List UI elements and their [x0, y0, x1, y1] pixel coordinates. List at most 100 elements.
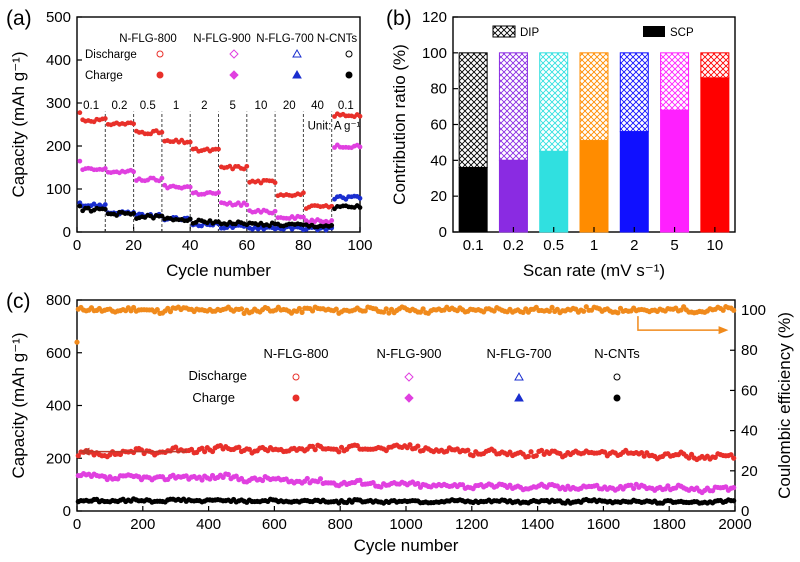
panel-a-xtick-label: 80 — [295, 237, 312, 254]
panel-b-xtick-label: 1 — [590, 237, 598, 254]
panel-c-data-point-n-flg-800 — [407, 442, 413, 448]
panel-c-data-point-n-flg-800 — [465, 447, 471, 453]
panel-b-legend-scp: SCP — [670, 27, 694, 39]
panel-a-legend-charge: Charge — [85, 70, 123, 82]
panel-a-xtick-label: 40 — [182, 237, 199, 254]
panel-a-data-point-n-flg-900 — [272, 208, 278, 214]
panel-c-data-point-n-flg-900 — [225, 471, 231, 478]
panel-a-legend-marker-discharge — [345, 50, 353, 58]
panel-b-xtick-label: 2 — [630, 237, 638, 254]
panel-b-xtick-label: 0.5 — [543, 237, 564, 254]
panel-c-data-point-n-flg-800 — [712, 454, 718, 460]
panel-a-data-point-n-cnts — [85, 205, 91, 211]
panel-c-xtick-label: 0 — [73, 516, 81, 533]
panel-c-data-point-coulombic-efficiency — [720, 307, 726, 313]
panel-a-rate-label: 0.2 — [111, 100, 127, 112]
panel-a-data-point-n-flg-800 — [77, 110, 83, 116]
panel-b-ytick-label: 0 — [439, 224, 447, 241]
panel-a-data-point-n-cnts — [159, 213, 165, 219]
panel-c-y2tick-label: 80 — [741, 342, 758, 359]
panel-a-legend-marker-charge — [229, 70, 239, 80]
panel-a-data-point-n-flg-900 — [102, 166, 108, 171]
panel-c-legend-marker — [514, 392, 524, 402]
panel-c-data-point-n-flg-900 — [710, 488, 716, 494]
panel-a-xtick-label: 0 — [73, 237, 81, 254]
panel-c-data-point-coulombic-efficiency — [362, 308, 368, 314]
panel-b-bar-scp — [539, 150, 569, 233]
panel-a-data-point-n-flg-700 — [77, 200, 83, 206]
panel-c-xtick-label: 200 — [130, 516, 155, 533]
panel-b-bar-scp — [498, 159, 528, 233]
panel-c-y2tick-label: 100 — [741, 302, 766, 319]
panel-b-bar-scp — [458, 167, 488, 233]
panel-c-y2tick-label: 0 — [741, 503, 749, 520]
panel-a-data-point-n-flg-700 — [102, 202, 108, 207]
panel-a-rate-label: 0.1 — [83, 100, 99, 112]
panel-c-data-point-n-flg-800 — [533, 453, 539, 459]
panel-a-legend-discharge: Discharge — [85, 49, 137, 61]
panel-a-data-point-n-flg-800 — [131, 121, 137, 127]
panel-a-legend-name: N-FLG-700 — [256, 33, 314, 45]
panel-a-rate-label: 2 — [201, 100, 207, 112]
panel-a-rate-label: 10 — [255, 100, 268, 112]
panel-c-xtick-label: 2000 — [718, 516, 751, 533]
panel-a-rate-label: 1 — [173, 100, 179, 112]
panel-a-data-point-n-cnts — [114, 213, 120, 218]
panel-c-ylabel: Capacity (mAh g⁻¹) — [9, 333, 28, 479]
panel-a-xtick-label: 20 — [125, 237, 142, 254]
panel-c-y2label: Coulombic efficiency (%) — [775, 312, 794, 499]
panel-c-data-point-coulombic-efficiency — [546, 308, 553, 314]
panel-c-xtick-label: 1000 — [389, 516, 422, 533]
panel-a-legend-name: N-CNTs — [317, 33, 357, 45]
panel-c-data-point-coulombic-efficiency — [731, 307, 737, 313]
panel-c-data-point-n-flg-900 — [199, 477, 205, 483]
panel-c-data-point-n-flg-800 — [602, 449, 608, 455]
panel-b-bar-scp — [660, 109, 690, 233]
panel-c-ytick-label: 400 — [46, 398, 71, 415]
panel-c-legend-name: N-CNTs — [594, 346, 640, 361]
panel-b-bar-dip — [579, 52, 609, 142]
panel-c-legend-marker — [404, 372, 414, 382]
panel-a-legend-name: N-FLG-800 — [119, 33, 177, 45]
panel-b-bar-dip — [700, 52, 730, 79]
panel-c-y2tick-label: 20 — [741, 463, 758, 480]
panel-c-data-point-n-flg-800 — [638, 450, 645, 456]
panel-c-arrow-left-head — [79, 447, 90, 456]
panel-a-xtick-label: 100 — [347, 237, 372, 254]
panel-a-data-point-n-flg-700 — [357, 195, 363, 201]
panel-c-legend-marker — [292, 394, 300, 402]
panel-a-data-point-n-cnts — [357, 205, 363, 210]
panel-a-data-point-n-cnts — [102, 206, 108, 212]
panel-b-ytick-label: 60 — [430, 117, 447, 134]
panel-b-bar-dip — [619, 52, 649, 133]
panel-b-label: (b) — [386, 7, 412, 30]
panel-a-data-point-n-flg-800 — [272, 180, 278, 186]
panel-c-y2tick-label: 60 — [741, 382, 758, 399]
panel-c-data-point-n-flg-800 — [525, 453, 531, 459]
panel-a-legend-marker-discharge — [229, 49, 239, 59]
panel-c-data-point-coulombic-efficiency — [549, 304, 555, 310]
panel-c-data-point-n-flg-800 — [209, 448, 216, 455]
panel-a-data-point-n-flg-900 — [131, 169, 137, 175]
panel-b-ytick-label: 20 — [430, 188, 447, 205]
panel-a-ytick-label: 300 — [46, 95, 71, 112]
panel-c-data-point-n-flg-800 — [336, 449, 342, 455]
panel-b-bar-dip — [660, 52, 690, 111]
panel-c-data-point-n-flg-800 — [173, 444, 179, 450]
panel-c-data-point-n-flg-900 — [665, 483, 671, 489]
panel-c-data-point-n-flg-900 — [317, 476, 324, 482]
panel-c-data-point-coulombic-efficiency — [386, 310, 392, 316]
panel-c-ytick-label: 0 — [63, 503, 71, 520]
panel-a-rate-label: 5 — [229, 100, 235, 112]
panel-c-data-point-n-flg-900 — [304, 475, 310, 482]
panel-c-legend-name: N-FLG-800 — [263, 346, 328, 361]
panel-a-legend-marker-discharge — [292, 48, 302, 58]
panel-c-legend-discharge: Discharge — [188, 368, 247, 383]
panel-a-data-point-n-flg-900 — [301, 214, 306, 220]
panel-a-data-point-n-flg-800 — [187, 139, 193, 145]
panel-a-data-point-n-flg-900 — [187, 184, 193, 190]
panel-b-legend-swatch-dip — [492, 25, 516, 38]
panel-b-ylabel: Contribution ratio (%) — [390, 44, 409, 205]
panel-c-data-point-coulombic-efficiency — [420, 306, 426, 312]
